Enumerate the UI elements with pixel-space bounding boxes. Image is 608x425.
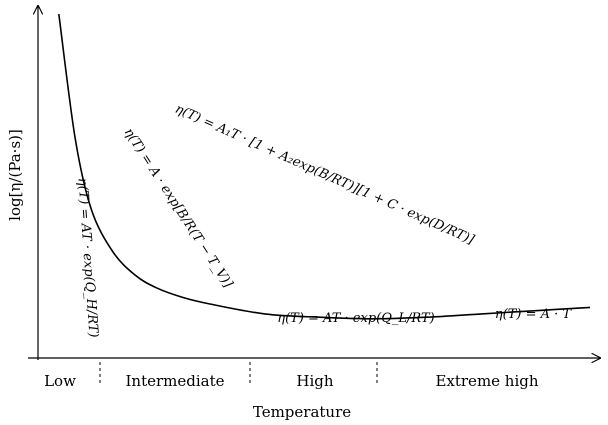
equation-intermediate: η(T) = A · exp[B/R(T − T_V)] [121, 125, 236, 291]
y-axis-label: log[η/(Pa·s)] [6, 129, 24, 221]
viscosity-curve [58, 13, 591, 320]
equation-low: η(T) = AT · exp(Q_H/RT) [74, 177, 100, 338]
region-label-low: Low [44, 372, 76, 390]
equation-general: η(T) = A₁T · [1 + A₂exp(B/RT)][1 + C · e… [173, 102, 477, 249]
region-boundaries [99, 362, 378, 384]
equation-high: η(T) = AT · exp(Q_L/RT) [277, 311, 434, 326]
region-label-intermediate: Intermediate [125, 372, 224, 390]
equation-extreme: η(T) = A · T [495, 307, 573, 322]
x-axis-label: Temperature [253, 403, 351, 421]
region-label-extreme-high: Extreme high [435, 372, 538, 390]
region-label-high: High [296, 372, 333, 390]
